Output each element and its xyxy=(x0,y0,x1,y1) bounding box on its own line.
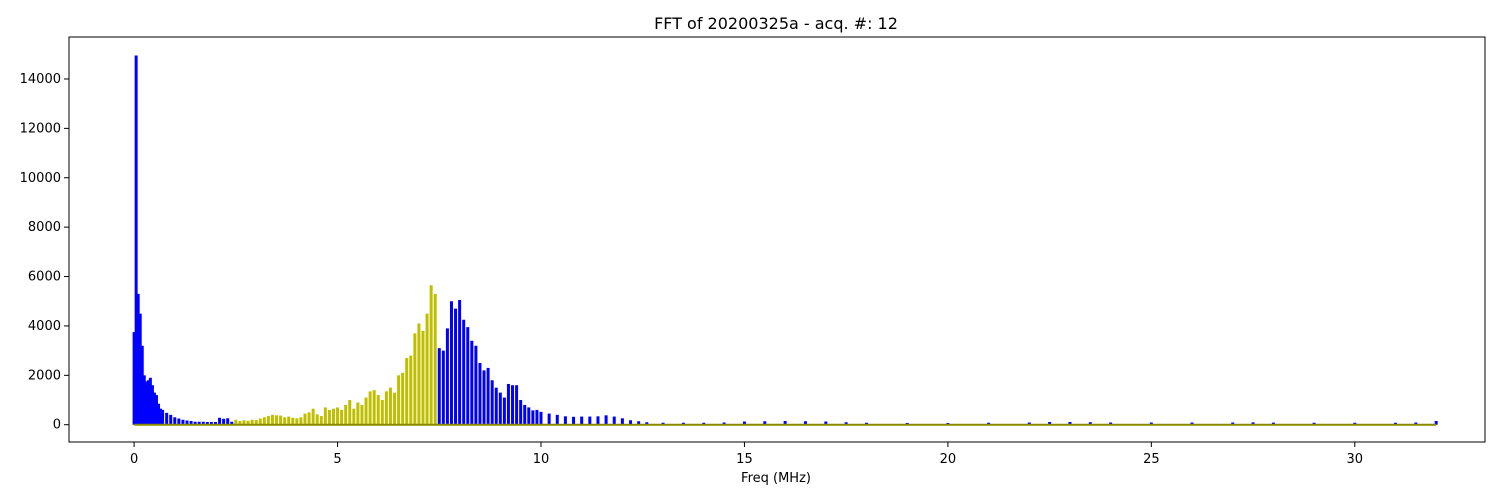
y-tick-label: 0 xyxy=(53,418,61,433)
x-tick-label: 10 xyxy=(533,452,550,467)
y-tick-label: 10000 xyxy=(20,171,61,186)
y-tick-label: 8000 xyxy=(28,220,61,235)
y-tick-label: 4000 xyxy=(28,319,61,334)
plot-area xyxy=(69,37,1485,442)
x-tick-label: 30 xyxy=(1347,452,1364,467)
x-tick-label: 25 xyxy=(1143,452,1160,467)
y-tick-label: 12000 xyxy=(20,121,61,136)
series-0 xyxy=(132,55,1438,425)
y-axis: 0 2000 4000 6000 8000 10000 12000 14000 xyxy=(20,72,69,433)
plot-background xyxy=(69,37,1485,442)
x-axis: 0 5 10 15 20 25 30 xyxy=(130,442,1363,467)
chart-title: FFT of 20200325a - acq. #: 12 xyxy=(654,14,898,33)
plot-frame xyxy=(68,36,1486,443)
y-tick-label: 14000 xyxy=(20,72,61,87)
x-tick-label: 20 xyxy=(940,452,957,467)
x-tick-label: 5 xyxy=(333,452,341,467)
series-layer xyxy=(132,55,1438,426)
series-1 xyxy=(234,285,437,425)
y-tick-label: 2000 xyxy=(28,368,61,383)
y-tick-label: 6000 xyxy=(28,270,61,285)
x-tick-label: 0 xyxy=(130,452,138,467)
x-axis-label: Freq (MHz) xyxy=(741,471,811,486)
x-tick-label: 15 xyxy=(736,452,753,467)
